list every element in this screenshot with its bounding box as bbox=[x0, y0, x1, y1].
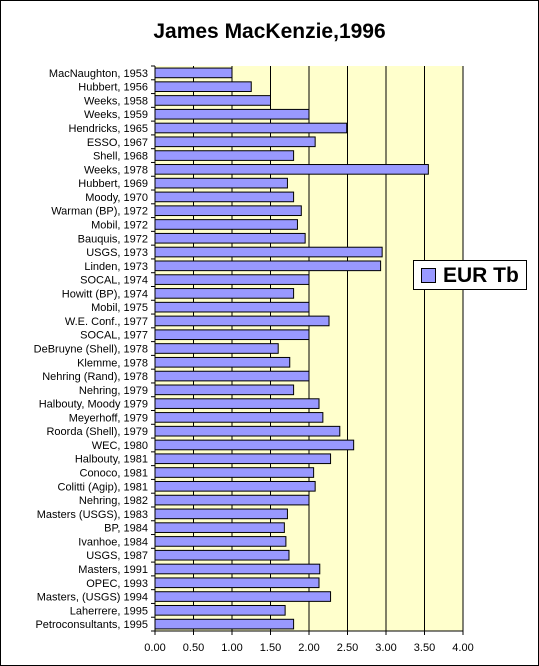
category-label: MacNaughton, 1953 bbox=[49, 68, 148, 80]
category-label: DeBruyne (Shell), 1978 bbox=[34, 344, 148, 356]
category-label: OPEC, 1993 bbox=[86, 578, 148, 590]
bar bbox=[154, 260, 382, 272]
x-tick-label: 0.50 bbox=[183, 642, 204, 654]
legend: EUR Tb bbox=[413, 260, 527, 290]
bar bbox=[154, 191, 295, 203]
category-label: ESSO, 1967 bbox=[87, 137, 148, 149]
category-label: Meyerhoff, 1979 bbox=[69, 412, 148, 424]
category-label: Weeks, 1978 bbox=[84, 164, 148, 176]
category-label: Masters, (USGS) 1994 bbox=[37, 592, 148, 604]
bar bbox=[154, 480, 316, 492]
x-tick-label: 3.50 bbox=[414, 642, 435, 654]
bar bbox=[154, 274, 310, 285]
category-label: Mobil, 1972 bbox=[91, 219, 148, 231]
category-label: USGS, 1987 bbox=[86, 550, 148, 562]
category-label: Hendricks, 1965 bbox=[69, 123, 149, 135]
category-label: Klemme, 1978 bbox=[77, 357, 148, 369]
category-label: Ivanhoe, 1984 bbox=[78, 536, 148, 548]
category-label: Mobil, 1975 bbox=[91, 302, 148, 314]
bar bbox=[154, 356, 291, 368]
bar bbox=[154, 467, 315, 478]
bar bbox=[154, 384, 295, 396]
bar bbox=[154, 343, 279, 354]
category-label: WEC, 1980 bbox=[92, 440, 148, 452]
category-label: Weeks, 1959 bbox=[84, 109, 148, 121]
bar bbox=[154, 549, 290, 561]
category-label: Warman (BP), 1972 bbox=[51, 206, 148, 218]
x-tick-label: 1.00 bbox=[221, 642, 242, 654]
category-label: Halbouty, 1981 bbox=[75, 454, 148, 466]
bar bbox=[154, 177, 288, 189]
category-label: Linden, 1973 bbox=[84, 261, 148, 273]
bar bbox=[154, 370, 310, 382]
x-tick-label: 3.00 bbox=[375, 642, 396, 654]
category-label: Shell, 1968 bbox=[93, 151, 148, 163]
bar bbox=[154, 425, 341, 437]
category-label: SOCAL, 1974 bbox=[80, 275, 148, 287]
category-label: Nehring, 1979 bbox=[79, 385, 148, 397]
category-label: Masters (USGS), 1983 bbox=[37, 509, 148, 521]
category-label: Masters, 1991 bbox=[78, 564, 148, 576]
category-label: W.E. Conf., 1977 bbox=[65, 316, 148, 328]
bar bbox=[154, 67, 233, 79]
bar bbox=[154, 232, 306, 244]
bar bbox=[154, 577, 320, 589]
bar bbox=[154, 108, 310, 120]
bar bbox=[154, 315, 330, 327]
bar bbox=[154, 522, 285, 533]
bar bbox=[154, 536, 287, 547]
bar bbox=[154, 591, 332, 602]
x-tick-label: 0.00 bbox=[144, 642, 165, 654]
bar bbox=[154, 288, 295, 299]
bar bbox=[154, 81, 252, 92]
legend-label: EUR Tb bbox=[443, 264, 519, 287]
bar bbox=[154, 205, 302, 217]
legend-swatch bbox=[421, 268, 436, 283]
category-label: Hubbert, 1956 bbox=[78, 82, 148, 94]
bar bbox=[154, 563, 321, 575]
x-tick-label: 2.00 bbox=[298, 642, 319, 654]
bar bbox=[154, 150, 295, 161]
category-label: Roorda (Shell), 1979 bbox=[46, 426, 148, 438]
category-label: SOCAL, 1977 bbox=[80, 330, 148, 342]
category-label: Colitti (Agip), 1981 bbox=[58, 481, 149, 493]
category-label: Conoco, 1981 bbox=[80, 468, 149, 480]
bar bbox=[154, 122, 348, 134]
category-label: Halbouty, Moody 1979 bbox=[39, 399, 148, 411]
bar bbox=[154, 439, 355, 451]
category-label: Nehring, 1982 bbox=[79, 495, 148, 507]
chart-title: James MacKenzie,1996 bbox=[153, 20, 386, 43]
category-label: Weeks, 1958 bbox=[84, 95, 148, 107]
bar bbox=[154, 494, 310, 506]
category-label: Nehring (Rand), 1978 bbox=[42, 371, 148, 383]
category-label: Laherrere, 1995 bbox=[70, 605, 148, 617]
bar bbox=[154, 164, 429, 175]
x-tick-label: 4.00 bbox=[452, 642, 473, 654]
x-tick-label: 1.50 bbox=[260, 642, 281, 654]
bar bbox=[154, 508, 288, 520]
category-label: Moody, 1970 bbox=[85, 192, 148, 204]
category-label: Howitt (BP), 1974 bbox=[62, 288, 148, 300]
category-label: Hubbert, 1969 bbox=[78, 178, 148, 190]
bar bbox=[154, 412, 324, 423]
category-label: USGS, 1973 bbox=[86, 247, 148, 259]
bar bbox=[154, 301, 310, 313]
bar bbox=[154, 95, 271, 106]
category-label: Bauquis, 1972 bbox=[78, 233, 148, 245]
category-label: Petroconsultants, 1995 bbox=[35, 619, 148, 631]
bar bbox=[154, 398, 320, 409]
bar bbox=[154, 618, 295, 630]
x-tick-label: 2.50 bbox=[337, 642, 358, 654]
bar bbox=[154, 453, 332, 465]
bar bbox=[154, 246, 383, 258]
category-label: BP, 1984 bbox=[104, 523, 148, 535]
bar bbox=[154, 219, 298, 230]
bar bbox=[154, 605, 286, 616]
bar bbox=[154, 136, 316, 148]
bar bbox=[154, 329, 310, 341]
